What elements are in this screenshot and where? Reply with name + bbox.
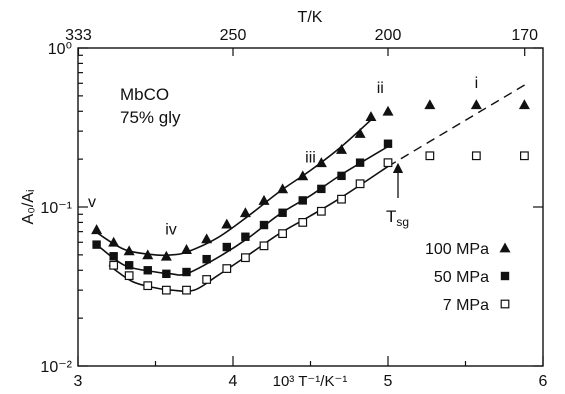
top-tick-label: 200 bbox=[375, 27, 402, 44]
data-point bbox=[278, 208, 287, 217]
data-point bbox=[202, 275, 212, 284]
data-point bbox=[317, 184, 326, 194]
data-point bbox=[259, 241, 269, 251]
data-point bbox=[181, 244, 192, 254]
data-point bbox=[383, 158, 393, 168]
data-point bbox=[315, 157, 327, 168]
data-point bbox=[202, 254, 211, 264]
tsg-label-t: T bbox=[386, 207, 396, 226]
tsg-label: Tsg bbox=[386, 207, 409, 229]
y-tick-label: 10⁻¹ bbox=[40, 200, 72, 217]
top-tick-label: 333 bbox=[65, 27, 92, 44]
fit-curve bbox=[96, 117, 374, 257]
data-point bbox=[337, 194, 346, 204]
data-point bbox=[124, 271, 134, 281]
data-point bbox=[222, 242, 231, 252]
data-point bbox=[470, 99, 482, 110]
data-points bbox=[91, 99, 530, 295]
x-tick-label: 5 bbox=[384, 373, 393, 390]
top-axis-label: T/K bbox=[298, 9, 323, 26]
region-label: v bbox=[88, 194, 96, 211]
data-point bbox=[382, 105, 394, 116]
inset-text-line-1: MbCO bbox=[120, 85, 169, 104]
tsg-label-sub: sg bbox=[396, 215, 409, 229]
axis-ticks bbox=[77, 47, 544, 367]
legend: 100 MPa 50 MPa 7 MPa bbox=[425, 241, 511, 314]
data-point bbox=[298, 218, 308, 227]
data-point bbox=[143, 266, 152, 275]
inset-text-line-2: 75% gly bbox=[120, 108, 181, 127]
data-point bbox=[297, 170, 309, 181]
data-point bbox=[316, 206, 326, 216]
data-point bbox=[142, 249, 154, 260]
data-point bbox=[109, 252, 118, 261]
top-tick-label: 170 bbox=[511, 27, 538, 44]
legend-label: 50 MPa bbox=[434, 269, 489, 286]
tsg-marker: Tsg bbox=[386, 162, 409, 229]
data-point bbox=[161, 285, 171, 295]
data-point bbox=[109, 260, 119, 270]
data-point bbox=[278, 229, 287, 239]
data-point bbox=[182, 285, 191, 295]
data-point bbox=[298, 196, 307, 205]
data-point bbox=[221, 218, 233, 229]
data-point bbox=[201, 233, 213, 244]
data-point bbox=[471, 151, 481, 161]
tick-labels: 3 4 5 6 333 250 200 170 10⁻² 10⁻¹ 10⁰ bbox=[40, 27, 547, 390]
data-point bbox=[365, 111, 377, 122]
x-tick-label: 6 bbox=[539, 373, 548, 390]
y-tick-label: 10⁻² bbox=[40, 359, 72, 376]
data-point bbox=[241, 232, 250, 241]
legend-marker bbox=[500, 271, 510, 281]
data-point bbox=[160, 250, 172, 261]
extrapolation-line bbox=[387, 82, 528, 168]
region-label: iv bbox=[165, 222, 177, 239]
legend-label: 100 MPa bbox=[425, 241, 489, 258]
y-tick-label: 10⁰ bbox=[48, 41, 72, 58]
data-point bbox=[277, 183, 289, 194]
data-point bbox=[108, 236, 120, 247]
data-point bbox=[258, 194, 270, 205]
data-point bbox=[355, 158, 365, 167]
data-point bbox=[424, 99, 436, 110]
data-point bbox=[222, 264, 232, 273]
data-point bbox=[91, 224, 103, 235]
data-point bbox=[519, 151, 529, 161]
data-point bbox=[518, 99, 530, 110]
data-point bbox=[383, 139, 393, 148]
x-axis-label: 10³ T⁻¹/K⁻¹ bbox=[273, 373, 348, 390]
data-point bbox=[182, 267, 191, 277]
top-tick-label: 250 bbox=[220, 27, 247, 44]
data-point bbox=[354, 127, 366, 138]
x-tick-label: 4 bbox=[229, 373, 238, 390]
data-point bbox=[92, 240, 101, 249]
region-label: i bbox=[475, 75, 479, 92]
data-point bbox=[241, 253, 250, 263]
region-label: ii bbox=[377, 80, 384, 97]
y-axis-label: A₀/Aᵢ bbox=[20, 190, 37, 225]
legend-marker bbox=[500, 299, 510, 309]
data-point bbox=[336, 143, 347, 154]
legend-label: 7 MPa bbox=[443, 297, 489, 314]
data-point bbox=[239, 207, 251, 218]
data-point bbox=[124, 261, 134, 270]
data-point bbox=[123, 245, 135, 256]
x-tick-label: 3 bbox=[74, 373, 83, 390]
data-point bbox=[355, 179, 365, 189]
data-point bbox=[425, 151, 435, 161]
data-point bbox=[162, 269, 171, 279]
data-point bbox=[337, 171, 346, 181]
region-label: iii bbox=[305, 150, 316, 167]
legend-marker bbox=[499, 242, 511, 253]
data-point bbox=[143, 281, 153, 291]
data-point bbox=[259, 220, 269, 230]
